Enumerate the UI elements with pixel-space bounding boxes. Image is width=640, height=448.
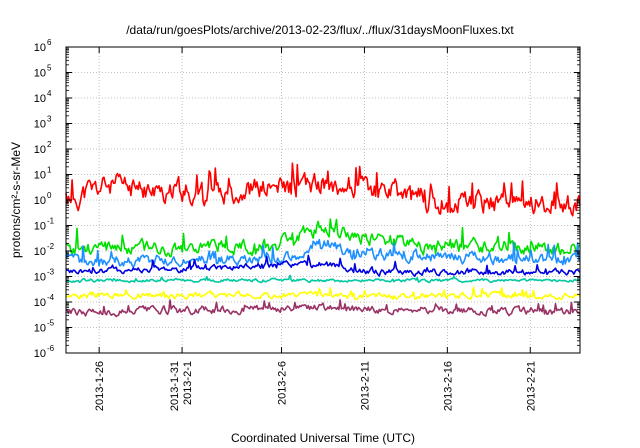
y-tick-exponent: -2 [47, 242, 55, 251]
y-tick-exponent: -1 [47, 217, 55, 226]
series-line-7 [65, 299, 581, 318]
x-tick-label: 2013-2-21 [525, 361, 537, 411]
y-axis: 10 -610 -510 -410 -310 -210 -110 010 110 210 310 41… [34, 38, 580, 360]
y-tick-exponent: -5 [47, 319, 55, 328]
y-tick-label: 10 [34, 170, 46, 182]
x-axis: 2013-1-26 2013-1-31 2013-2-1 2013-2-6 2013-2… [94, 47, 537, 411]
y-tick-label: 10 [34, 348, 46, 360]
x-tick-label: 2013-2-11 [359, 361, 371, 410]
y-tick-label: 10 [34, 297, 46, 309]
x-tick-label: 2013-1-31 [169, 361, 181, 411]
y-tick-exponent: 6 [47, 38, 52, 47]
x-tick-label: 2013-1-26 [94, 361, 106, 411]
y-tick-label: 10 [34, 195, 46, 207]
y-tick-exponent: 3 [47, 115, 52, 124]
x-tick-label: 2013-2-16 [442, 361, 454, 411]
series-line-5 [65, 274, 581, 284]
y-tick-exponent: 5 [47, 64, 52, 73]
series-line-6 [65, 286, 581, 301]
series-line-3 [65, 238, 581, 269]
x-tick-label-2: 2013-2-1 [182, 361, 194, 405]
y-axis-label: protons/cm²-s-sr-MeV [9, 142, 23, 258]
y-tick-label: 10 [34, 42, 46, 54]
x-axis-label: Coordinated Universal Time (UTC) [231, 431, 415, 445]
y-tick-label: 10 [34, 119, 46, 131]
y-tick-exponent: -3 [47, 268, 55, 277]
y-tick-exponent: 0 [47, 191, 52, 200]
y-tick-label: 10 [34, 68, 46, 80]
series-layer [65, 162, 581, 318]
chart-title: /data/run/goesPlots/archive/2013-02-23/f… [126, 23, 514, 37]
y-tick-exponent: 4 [47, 89, 52, 98]
series-line-1 [65, 162, 581, 217]
y-tick-exponent: 2 [47, 140, 52, 149]
y-tick-label: 10 [34, 221, 46, 233]
y-tick-label: 10 [34, 144, 46, 156]
x-tick-label: 2013-2-6 [277, 361, 289, 405]
y-tick-label: 10 [34, 246, 46, 258]
series-line-4 [65, 254, 581, 277]
y-tick-exponent: -6 [47, 344, 55, 353]
series-line-2 [65, 218, 581, 258]
y-tick-exponent: -4 [47, 293, 55, 302]
y-tick-label: 10 [34, 323, 46, 335]
y-tick-label: 10 [34, 93, 46, 105]
y-tick-exponent: 1 [47, 166, 52, 175]
y-tick-label: 10 [34, 272, 46, 284]
